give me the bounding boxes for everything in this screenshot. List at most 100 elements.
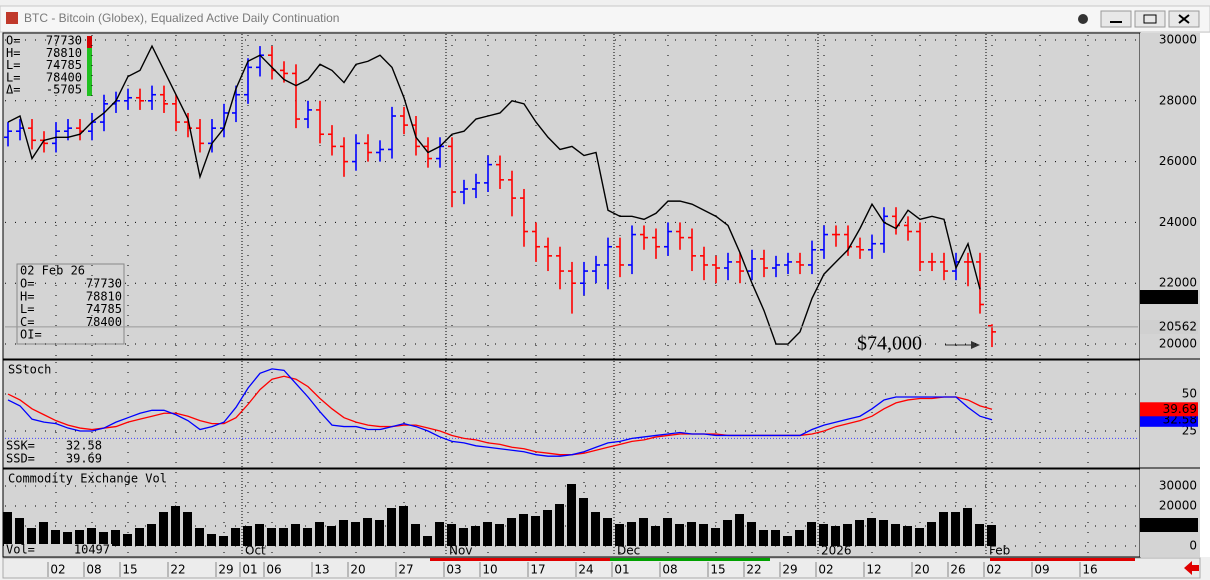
price-marker	[1140, 319, 1198, 334]
scroll-strip[interactable]	[1200, 33, 1210, 557]
volume-bar	[327, 526, 336, 546]
quote-value: 74785	[46, 58, 82, 72]
volume-bar	[855, 520, 864, 546]
volume-bar	[831, 526, 840, 546]
x-tick-label: 29	[218, 563, 233, 577]
session-stripe	[430, 558, 610, 561]
settings-button[interactable]	[1078, 14, 1088, 24]
readout-label: Vol=	[6, 543, 35, 557]
value-marker	[1140, 518, 1198, 533]
quote-value: 78400	[46, 70, 82, 84]
volume-bar	[747, 522, 756, 546]
quote-label: H=	[20, 289, 34, 303]
volume-bar	[171, 506, 180, 546]
volume-bar	[951, 512, 960, 546]
month-label: Dec	[617, 544, 640, 558]
y-tick-label: 25	[1182, 424, 1197, 438]
volume-bar	[207, 534, 216, 546]
quote-value: 77730	[86, 277, 122, 291]
volume-bar	[435, 522, 444, 546]
minimize-button[interactable]	[1100, 10, 1132, 28]
volume-bar	[195, 528, 204, 546]
x-tick-label: 27	[398, 563, 413, 577]
volume-bar	[627, 522, 636, 546]
y-tick-label: 28000	[1159, 93, 1197, 107]
volume-bar	[111, 530, 120, 546]
readout-label: SSK=	[6, 439, 35, 453]
volume-bar	[459, 528, 468, 546]
volume-bar	[531, 516, 540, 546]
volume-bar	[759, 530, 768, 546]
volume-bar	[39, 522, 48, 546]
x-tick-label: 10	[482, 563, 497, 577]
volume-bar	[603, 518, 612, 546]
volume-bar	[87, 528, 96, 546]
volume-bar	[807, 522, 816, 546]
overlay-line	[7, 44, 981, 345]
volume-bar	[99, 532, 108, 546]
quote-value: 78400	[86, 315, 122, 329]
volume-bar	[339, 520, 348, 546]
volume-bar	[591, 512, 600, 546]
x-tick-label: 06	[266, 563, 281, 577]
volume-bar	[423, 536, 432, 546]
month-label: Oct	[245, 544, 266, 558]
maximize-button[interactable]	[1134, 10, 1166, 28]
volume-bar	[231, 528, 240, 546]
quote-value: 74785	[86, 302, 122, 316]
readout-value: 32.58	[66, 439, 102, 453]
volume-bar	[963, 508, 972, 546]
volume-bar	[723, 520, 732, 546]
volume-bar	[123, 534, 132, 546]
x-tick-label: 16	[1082, 563, 1097, 577]
volume-bar	[783, 536, 792, 546]
volume-bar	[927, 522, 936, 546]
volume-bar	[135, 528, 144, 546]
volume-bar	[279, 528, 288, 546]
close-glyph	[1178, 14, 1190, 24]
volume-bar	[315, 522, 324, 546]
x-tick-label: 01	[242, 563, 257, 577]
volume-bar	[303, 528, 312, 546]
quote-label: OI=	[20, 328, 42, 342]
volume-bar	[987, 525, 996, 546]
volume-bar	[75, 530, 84, 546]
volume-bar	[267, 528, 276, 546]
x-tick-label: 22	[746, 563, 761, 577]
volume-bar	[891, 524, 900, 546]
volume-bar	[867, 518, 876, 546]
volume-bar	[147, 524, 156, 546]
x-tick-label: 02	[818, 563, 833, 577]
quote-label: Δ=	[6, 83, 20, 97]
quote-strip	[87, 48, 92, 96]
volume-bar	[975, 524, 984, 546]
scroll-arrow[interactable]	[1184, 561, 1199, 575]
volume-bar	[639, 518, 648, 546]
x-tick-label: 13	[314, 563, 329, 577]
volume-bar	[27, 528, 36, 546]
annotation-arrowhead	[971, 341, 980, 349]
volume-bar	[291, 524, 300, 546]
quote-value: 78810	[46, 46, 82, 60]
volume-bar	[387, 508, 396, 546]
x-tick-label: 02	[986, 563, 1001, 577]
volume-bar	[555, 504, 564, 546]
readout-value: 10497	[74, 543, 110, 557]
x-tick-label: 26	[950, 563, 965, 577]
maximize-glyph	[1143, 14, 1157, 24]
volume-bar	[63, 532, 72, 546]
quote-label: L=	[6, 70, 20, 84]
x-tick-label: 22	[170, 563, 185, 577]
volume-bar	[483, 522, 492, 546]
quote-value: -5705	[46, 83, 82, 97]
value-marker-label: 39.69	[1163, 402, 1197, 416]
month-label: Feb	[989, 544, 1010, 558]
y-tick-label: 0	[1189, 539, 1197, 553]
value-marker	[1140, 412, 1198, 427]
quote-label: L=	[6, 58, 20, 72]
volume-bar	[219, 536, 228, 546]
price-marker-label: 21546	[1159, 290, 1197, 304]
annotation: $74,000	[857, 333, 922, 355]
volume-bar	[699, 524, 708, 546]
